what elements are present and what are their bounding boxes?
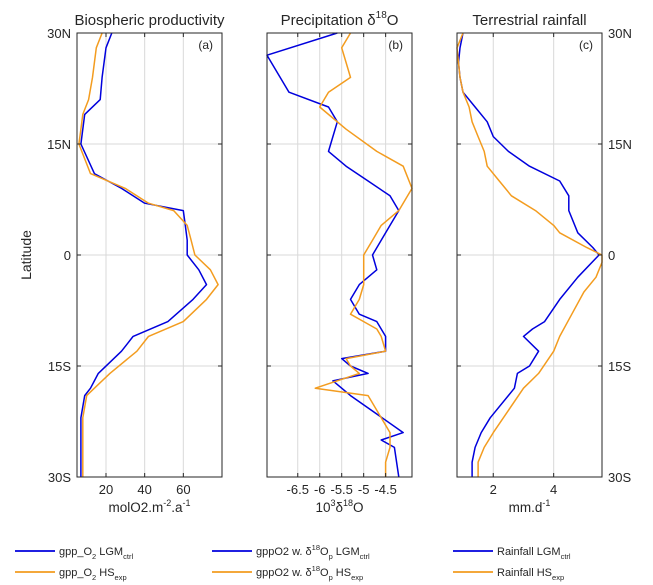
- x-tick-label: -4.5: [374, 482, 396, 497]
- legend-label: gpp_O2 HSexp: [59, 567, 127, 582]
- legend-text: Rainfall HS: [497, 567, 552, 579]
- legend-text: O: [320, 546, 329, 558]
- title-text: O: [387, 12, 399, 29]
- legend-text: gpp_O: [59, 546, 92, 558]
- x-axis-label: molO2.m-2.a-1: [108, 498, 190, 515]
- legend-subscript: exp: [115, 573, 127, 582]
- legend-subscript: 2: [92, 573, 96, 582]
- legend-subscript: p: [329, 552, 333, 561]
- legend-label: gppO2 w. δ18Op LGMctrl: [256, 543, 370, 561]
- panel-title: Precipitation δ18O: [281, 10, 399, 29]
- panel-label: (c): [579, 38, 593, 52]
- legend-text: LGM: [96, 546, 123, 558]
- legend-text: gppO2 w. δ: [256, 546, 312, 558]
- legend-item: gpp_O2 LGMctrl: [15, 546, 133, 561]
- panel-label: (a): [198, 38, 213, 52]
- x-tick-label: -5: [358, 482, 370, 497]
- panel-c: 2 4 30N 15N 0 15S 30S (c) Terrestrial rainfall mm…: [456, 12, 632, 515]
- legend-subscript: exp: [552, 573, 564, 582]
- legend-label: gpp_O2 LGMctrl: [59, 546, 133, 561]
- series-line-blue: [266, 32, 404, 478]
- y-tick-label: 15S: [48, 359, 71, 374]
- y-tick-label: 0: [608, 248, 615, 263]
- x-axis-label: 103δ18O: [315, 498, 363, 515]
- x-tick-label: -6: [314, 482, 326, 497]
- legend-text: gpp_O: [59, 567, 92, 579]
- legend-item: Rainfall LGMctrl: [453, 546, 571, 561]
- x-axis-label-superscript: 3: [330, 498, 335, 508]
- x-tick-label: 20: [99, 482, 113, 497]
- y-tick-label: 30S: [48, 470, 71, 485]
- legend-label: Rainfall HSexp: [497, 567, 564, 582]
- legend-superscript: 18: [312, 564, 320, 573]
- panel-title: Biospheric productivity: [74, 12, 225, 29]
- panel-title: Terrestrial rainfall: [472, 12, 586, 29]
- title-symbol: δ: [367, 12, 375, 29]
- x-axis-label-superscript: -1: [183, 498, 191, 508]
- x-tick-label: 4: [550, 482, 557, 497]
- panel-b: -6.5 -6 -5.5 -5 -4.5(b)Precipitation δ18O103…: [266, 10, 413, 515]
- legend-item: gppO2 w. δ18Op HSexp: [212, 564, 363, 582]
- legend-subscript: p: [329, 573, 333, 582]
- legend-subscript: exp: [351, 573, 363, 582]
- x-axis-label-text: O: [353, 500, 364, 515]
- y-tick-label: 30N: [608, 26, 632, 41]
- y-axis-label: Latitude: [18, 230, 34, 280]
- y-tick-label: 15S: [608, 359, 631, 374]
- legend-text: Rainfall LGM: [497, 546, 561, 558]
- x-axis-label-text: 10: [315, 500, 330, 515]
- x-axis-label-text: .a: [171, 500, 183, 515]
- series-line-orange: [78, 32, 219, 477]
- legend-text: HS: [333, 567, 351, 579]
- y-tick-label: 0: [64, 248, 71, 263]
- y-tick-label: 15N: [47, 137, 71, 152]
- x-tick-label: 60: [176, 482, 190, 497]
- x-axis-label: mm.d-1: [509, 498, 551, 515]
- title-text: Precipitation: [281, 12, 368, 29]
- panel-label: (b): [388, 38, 403, 52]
- title-superscript: 18: [376, 10, 388, 21]
- legend-superscript: 18: [312, 543, 320, 552]
- legend-text: gppO2 w. δ: [256, 567, 312, 579]
- legend-item: gpp_O2 HSexp: [15, 567, 127, 582]
- legend-text: HS: [96, 567, 114, 579]
- x-tick-label: -5.5: [330, 482, 352, 497]
- series-line-blue: [80, 32, 208, 477]
- legend-label: gppO2 w. δ18Op HSexp: [256, 564, 363, 582]
- series-line-orange: [314, 32, 413, 477]
- y-tick-label: 30S: [608, 470, 631, 485]
- y-tick-label: 15N: [608, 137, 632, 152]
- x-tick-label: -6.5: [287, 482, 309, 497]
- legend-text: LGM: [333, 546, 360, 558]
- y-tick-label: 30N: [47, 26, 71, 41]
- legend-subscript: 2: [92, 552, 96, 561]
- x-axis-label-text: δ: [336, 500, 344, 515]
- legend-subscript: ctrl: [561, 552, 571, 561]
- panel-a: 20 40 60 30N 15N 0 15S 30S (a) Biospheric product…: [47, 12, 225, 515]
- x-axis-label-text: molO2.m: [108, 500, 163, 515]
- x-axis-label-superscript: 18: [343, 498, 353, 508]
- x-axis-label-superscript: -2: [163, 498, 171, 508]
- legend-item: gppO2 w. δ18Op LGMctrl: [212, 543, 370, 561]
- legend-subscript: ctrl: [123, 552, 133, 561]
- legend-item: Rainfall HSexp: [453, 567, 564, 582]
- x-tick-label: 40: [137, 482, 151, 497]
- x-axis-label-superscript: -1: [542, 498, 550, 508]
- x-tick-label: 2: [490, 482, 497, 497]
- legend-subscript: ctrl: [360, 552, 370, 561]
- legend-label: Rainfall LGMctrl: [497, 546, 571, 561]
- series-line-orange: [456, 32, 603, 477]
- legend-text: O: [320, 567, 329, 579]
- x-axis-label-text: mm.d: [509, 500, 543, 515]
